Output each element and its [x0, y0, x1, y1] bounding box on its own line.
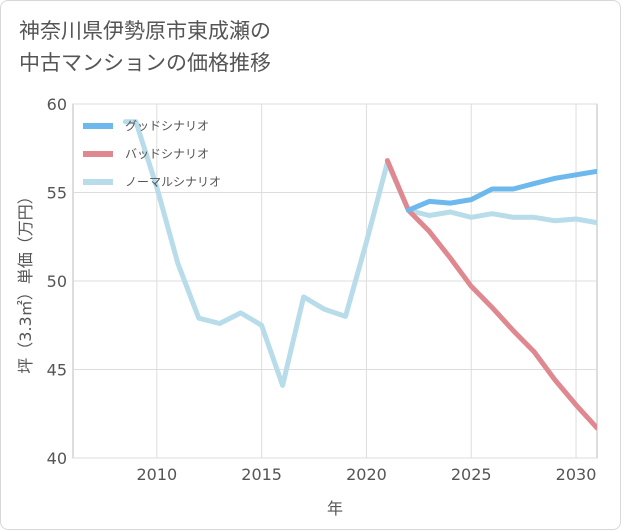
- chart-title: 神奈川県伊勢原市東成瀬の 中古マンションの価格推移: [19, 15, 271, 79]
- chart-title-line-1: 神奈川県伊勢原市東成瀬の: [19, 19, 271, 43]
- x-axis-label: 年: [327, 499, 343, 518]
- x-tick-label: 2010: [136, 465, 177, 484]
- series-lines: [122, 119, 597, 431]
- series-line: [122, 119, 597, 388]
- series-line: [405, 168, 597, 213]
- grid: [73, 103, 597, 459]
- y-tick-label: 60: [47, 95, 67, 114]
- y-tick-label: 55: [47, 184, 67, 203]
- legend-label: グッドシナリオ: [125, 119, 209, 133]
- y-axis-label: 坪（3.3㎡）単価（万円）: [16, 188, 35, 373]
- legend-label: ノーマルシナリオ: [125, 175, 221, 189]
- series-line: [384, 158, 597, 431]
- chart-title-line-2: 中古マンションの価格推移: [19, 51, 271, 75]
- x-tick-label: 2015: [241, 465, 282, 484]
- x-tick-label: 2030: [556, 465, 597, 484]
- legend-label: バッドシナリオ: [125, 147, 209, 161]
- x-tick-label: 2020: [346, 465, 387, 484]
- y-tick-label: 40: [47, 449, 67, 468]
- x-tick-label: 2025: [451, 465, 492, 484]
- y-tick-label: 50: [47, 272, 67, 291]
- y-tick-label: 45: [47, 361, 67, 380]
- tick-labels: 40 45 50 55 60 2010 2015 2020 2025 2030: [47, 95, 597, 484]
